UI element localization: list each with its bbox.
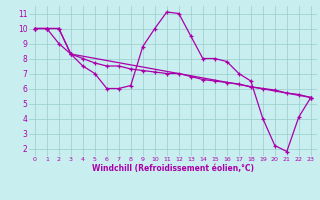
X-axis label: Windchill (Refroidissement éolien,°C): Windchill (Refroidissement éolien,°C) <box>92 164 254 173</box>
